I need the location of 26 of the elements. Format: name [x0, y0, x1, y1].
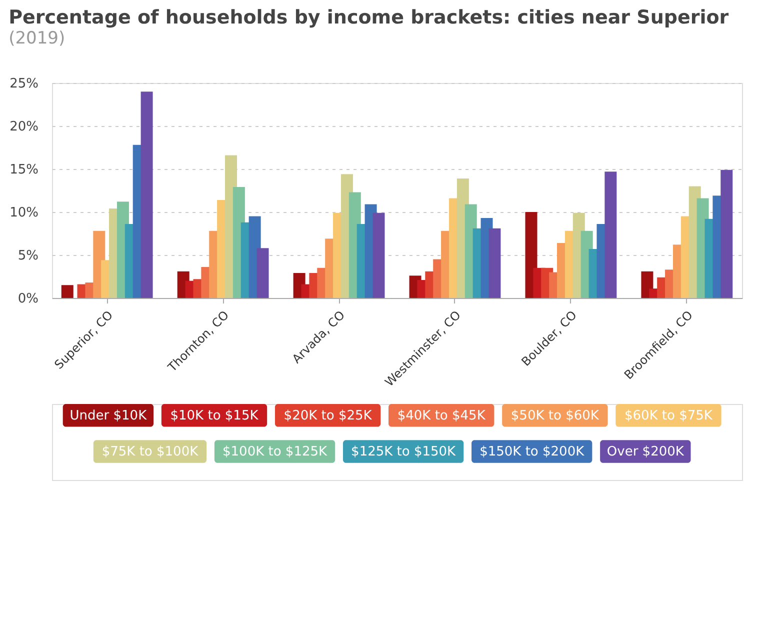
text: $75K to $100K — [102, 444, 199, 460]
bar — [256, 248, 269, 298]
text: Under $10K — [70, 408, 148, 424]
chart-title: Percentage of households by income brackets: cities near Superior — [8, 6, 730, 28]
text: Over $200K — [606, 444, 684, 460]
text: $125K to $150K — [351, 444, 456, 460]
bar — [488, 228, 501, 298]
y-tick-label: 0% — [18, 292, 38, 306]
y-tick-label: 25% — [10, 76, 38, 92]
text: $50K to $60K — [510, 408, 600, 424]
text: $10K to $15K — [170, 408, 259, 424]
chart-subtitle: (2019) — [8, 28, 66, 48]
y-tick-label: 10% — [10, 206, 38, 220]
text: $100K to $125K — [222, 444, 328, 460]
text: $20K to $25K — [284, 408, 372, 424]
text: $40K to $45K — [397, 408, 486, 424]
y-tick-label: 5% — [18, 248, 38, 264]
bar — [372, 212, 385, 298]
bar — [604, 172, 617, 298]
bar — [720, 170, 733, 298]
bar — [140, 92, 153, 298]
text: $150K to $200K — [480, 444, 585, 460]
y-tick-label: 20% — [10, 120, 38, 134]
y-tick-label: 15% — [10, 162, 38, 178]
bar — [61, 285, 74, 298]
text: $60K to $75K — [624, 408, 713, 424]
